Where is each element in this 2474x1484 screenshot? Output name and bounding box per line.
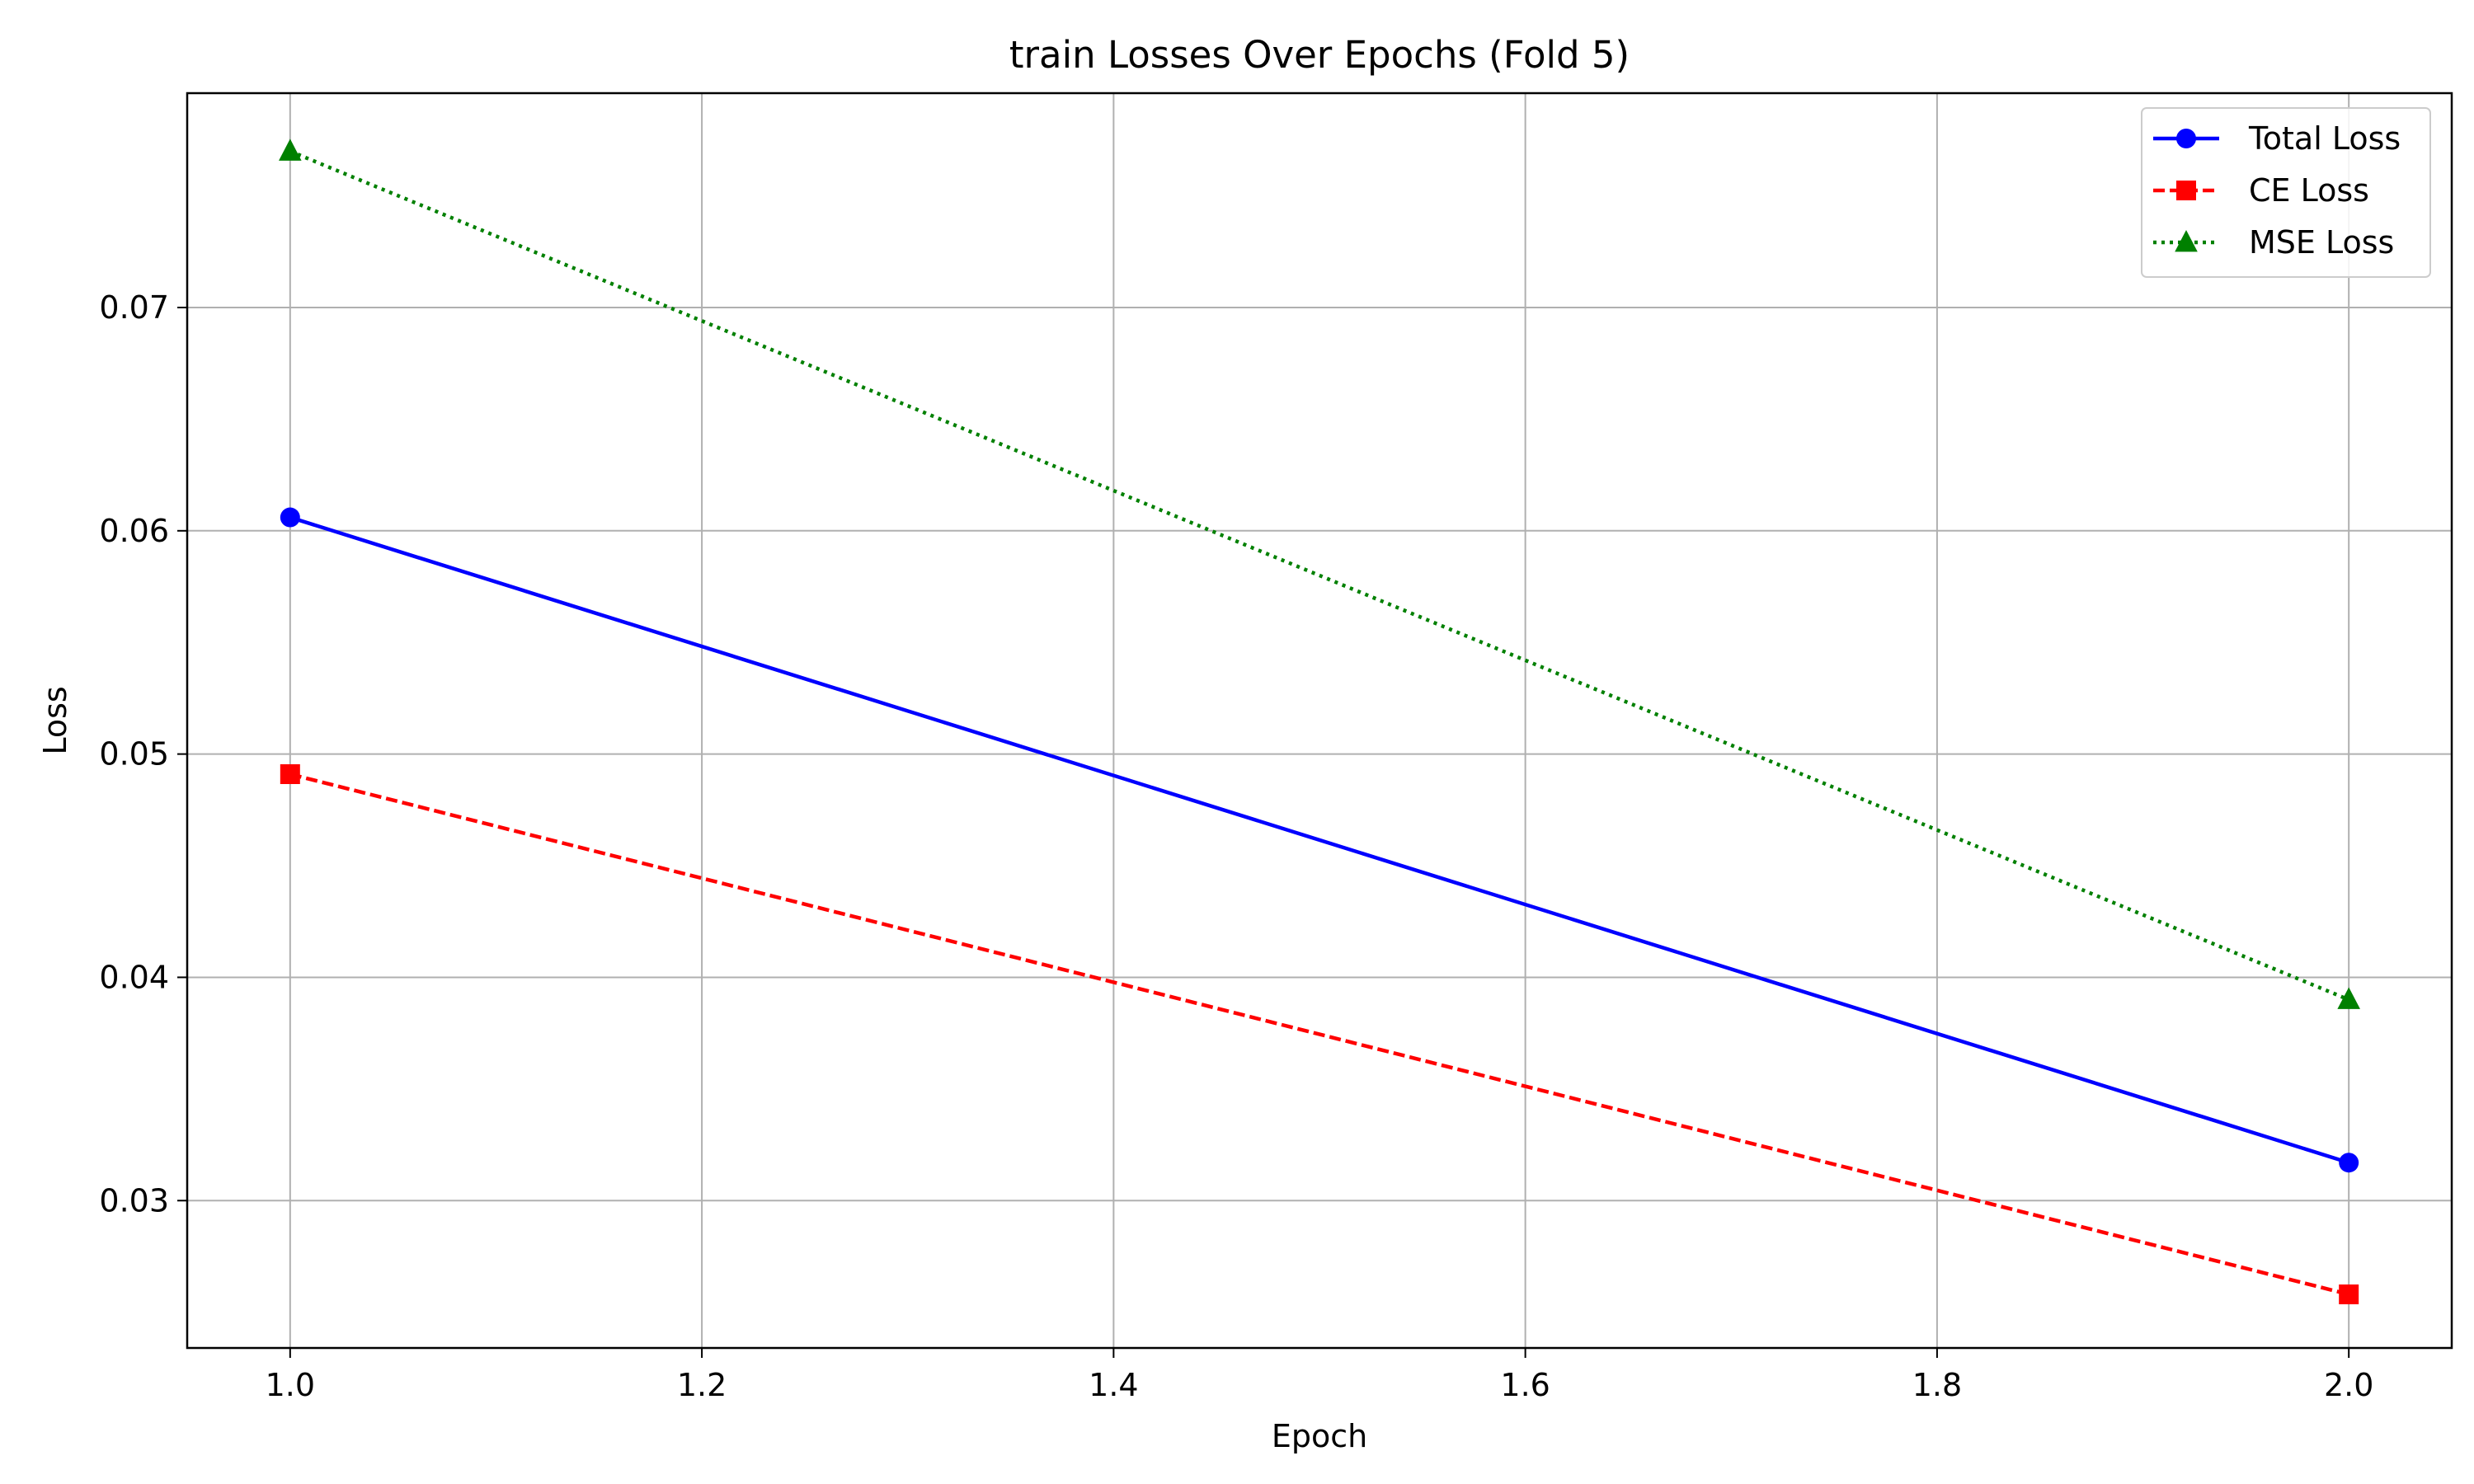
x-tick-label: 1.4 (1089, 1367, 1138, 1403)
x-tick-label: 2.0 (2324, 1367, 2373, 1403)
y-tick-label: 0.06 (99, 513, 169, 549)
series-total-loss (280, 507, 2359, 1173)
y-tick-label: 0.03 (99, 1182, 169, 1219)
data-point-mse-loss (2337, 987, 2360, 1009)
legend: Total Loss CE Loss MSE Loss (2141, 107, 2431, 278)
series-line-mse-loss (289, 149, 2350, 1002)
legend-label-mse-loss: MSE Loss (2249, 224, 2394, 261)
legend-marker-mse-loss (2175, 230, 2198, 252)
x-tick-label: 1.6 (1500, 1367, 1550, 1403)
x-tick-label: 1.8 (1912, 1367, 1962, 1403)
grid (187, 93, 2452, 1348)
y-axis-ticks: 0.03 0.04 0.05 0.06 0.07 (99, 289, 187, 1219)
series-mse-loss (279, 139, 2360, 1009)
x-axis-ticks: 1.0 1.2 1.4 1.6 1.8 2.0 (266, 1348, 2373, 1403)
chart-title: train Losses Over Epochs (Fold 5) (1009, 33, 1630, 77)
series-line-ce-loss (289, 772, 2349, 1297)
data-point-mse-loss (279, 139, 302, 161)
legend-label-total-loss: Total Loss (2248, 120, 2401, 157)
legend-marker-total-loss (2176, 129, 2196, 148)
series-ce-loss (280, 763, 2359, 1305)
x-tick-label: 1.2 (677, 1367, 727, 1403)
x-axis-label: Epoch (1272, 1418, 1367, 1454)
series-line-total-loss (289, 515, 2349, 1165)
y-tick-label: 0.07 (99, 289, 169, 326)
data-point-total-loss (2339, 1153, 2359, 1173)
legend-box (2141, 107, 2431, 278)
y-tick-label: 0.05 (99, 736, 169, 773)
y-axis-label: Loss (37, 686, 73, 754)
legend-label-ce-loss: CE Loss (2249, 172, 2369, 209)
legend-marker-ce-loss (2176, 181, 2196, 200)
data-point-total-loss (280, 507, 300, 528)
x-tick-label: 1.0 (266, 1367, 315, 1403)
plot-series (279, 139, 2360, 1305)
data-point-ce-loss (2339, 1284, 2359, 1305)
y-tick-label: 0.04 (99, 959, 169, 995)
plot-frame (186, 92, 2453, 1350)
data-point-ce-loss (280, 763, 300, 784)
